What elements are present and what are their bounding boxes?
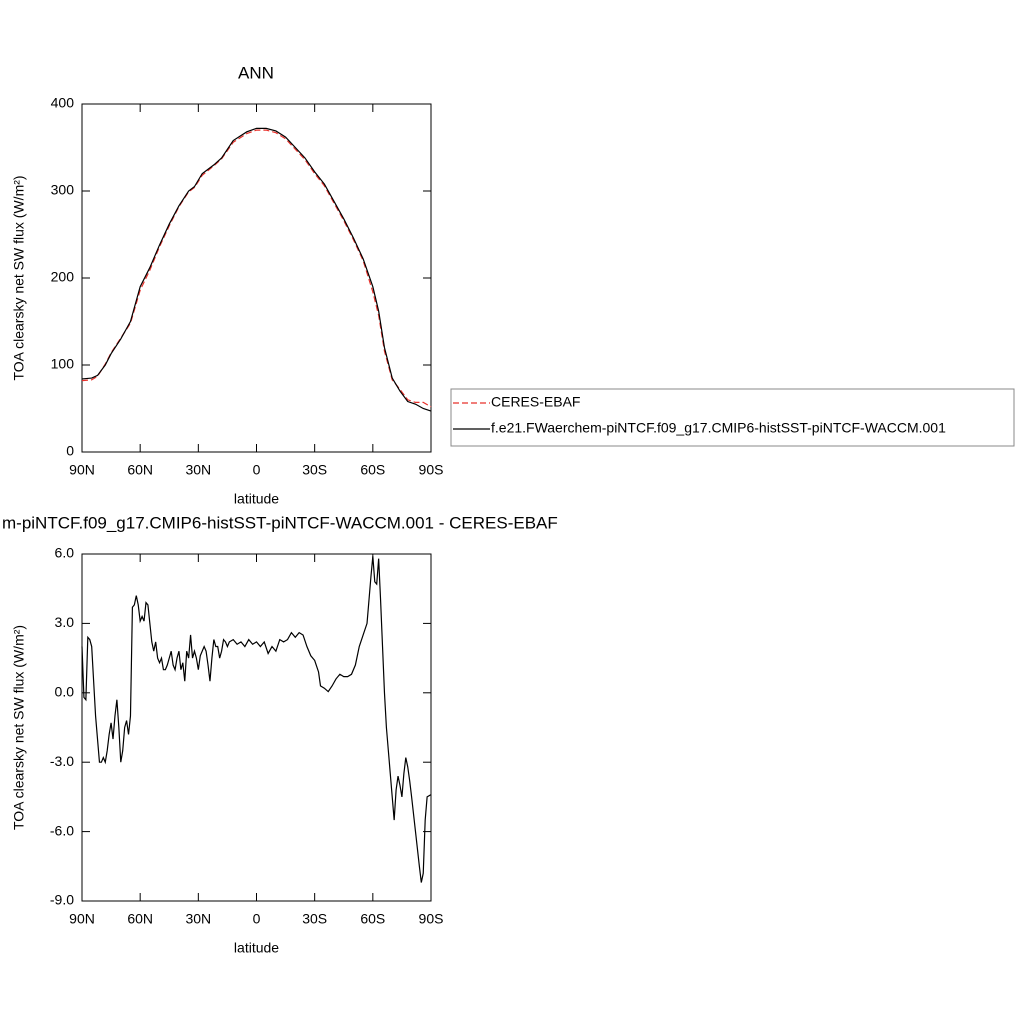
x-tick-label: 30S: [302, 462, 327, 478]
plot-frame: [81, 553, 432, 902]
x-tick-label: 0: [253, 911, 261, 927]
x-tick-label: 90S: [419, 462, 444, 478]
x-tick-label: 90N: [69, 462, 95, 478]
x-tick-label: 60S: [360, 911, 385, 927]
data-line: [81, 129, 432, 408]
legend-box: [450, 388, 1015, 447]
y-tick-label: -9.0: [50, 892, 74, 908]
legend-label: CERES-EBAF: [491, 394, 580, 410]
y-tick-label: 3.0: [55, 614, 75, 630]
data-line: [81, 556, 432, 883]
data-line: [81, 127, 432, 412]
x-tick-label: 30S: [302, 911, 327, 927]
legend-label: f.e21.FWaerchem-piNTCF.f09_g17.CMIP6-his…: [491, 420, 946, 436]
y-tick-label: 200: [51, 269, 75, 285]
y-tick-label: 6.0: [55, 545, 75, 561]
x-tick-label: 60N: [127, 462, 153, 478]
x-tick-label: 0: [253, 462, 261, 478]
y-tick-label: 100: [51, 356, 75, 372]
chart-title: m-piNTCF.f09_g17.CMIP6-histSST-piNTCF-WA…: [2, 513, 558, 532]
x-axis-label: latitude: [234, 491, 279, 507]
y-tick-label: 300: [51, 182, 75, 198]
y-tick-label: 400: [51, 95, 75, 111]
y-tick-label: 0.0: [55, 684, 75, 700]
chart-title: ANN: [238, 63, 274, 82]
x-axis-label: latitude: [234, 940, 279, 956]
x-tick-label: 60S: [360, 462, 385, 478]
y-axis-label: TOA clearsky net SW flux (W/m²): [11, 175, 27, 380]
x-tick-label: 30N: [185, 911, 211, 927]
plot-frame: [81, 103, 432, 453]
x-tick-label: 30N: [185, 462, 211, 478]
y-tick-label: 0: [66, 443, 74, 459]
y-axis-label: TOA clearsky net SW flux (W/m²): [11, 625, 27, 830]
y-tick-label: -3.0: [50, 753, 74, 769]
x-tick-label: 90N: [69, 911, 95, 927]
x-tick-label: 90S: [419, 911, 444, 927]
y-tick-label: -6.0: [50, 822, 74, 838]
x-tick-label: 60N: [127, 911, 153, 927]
